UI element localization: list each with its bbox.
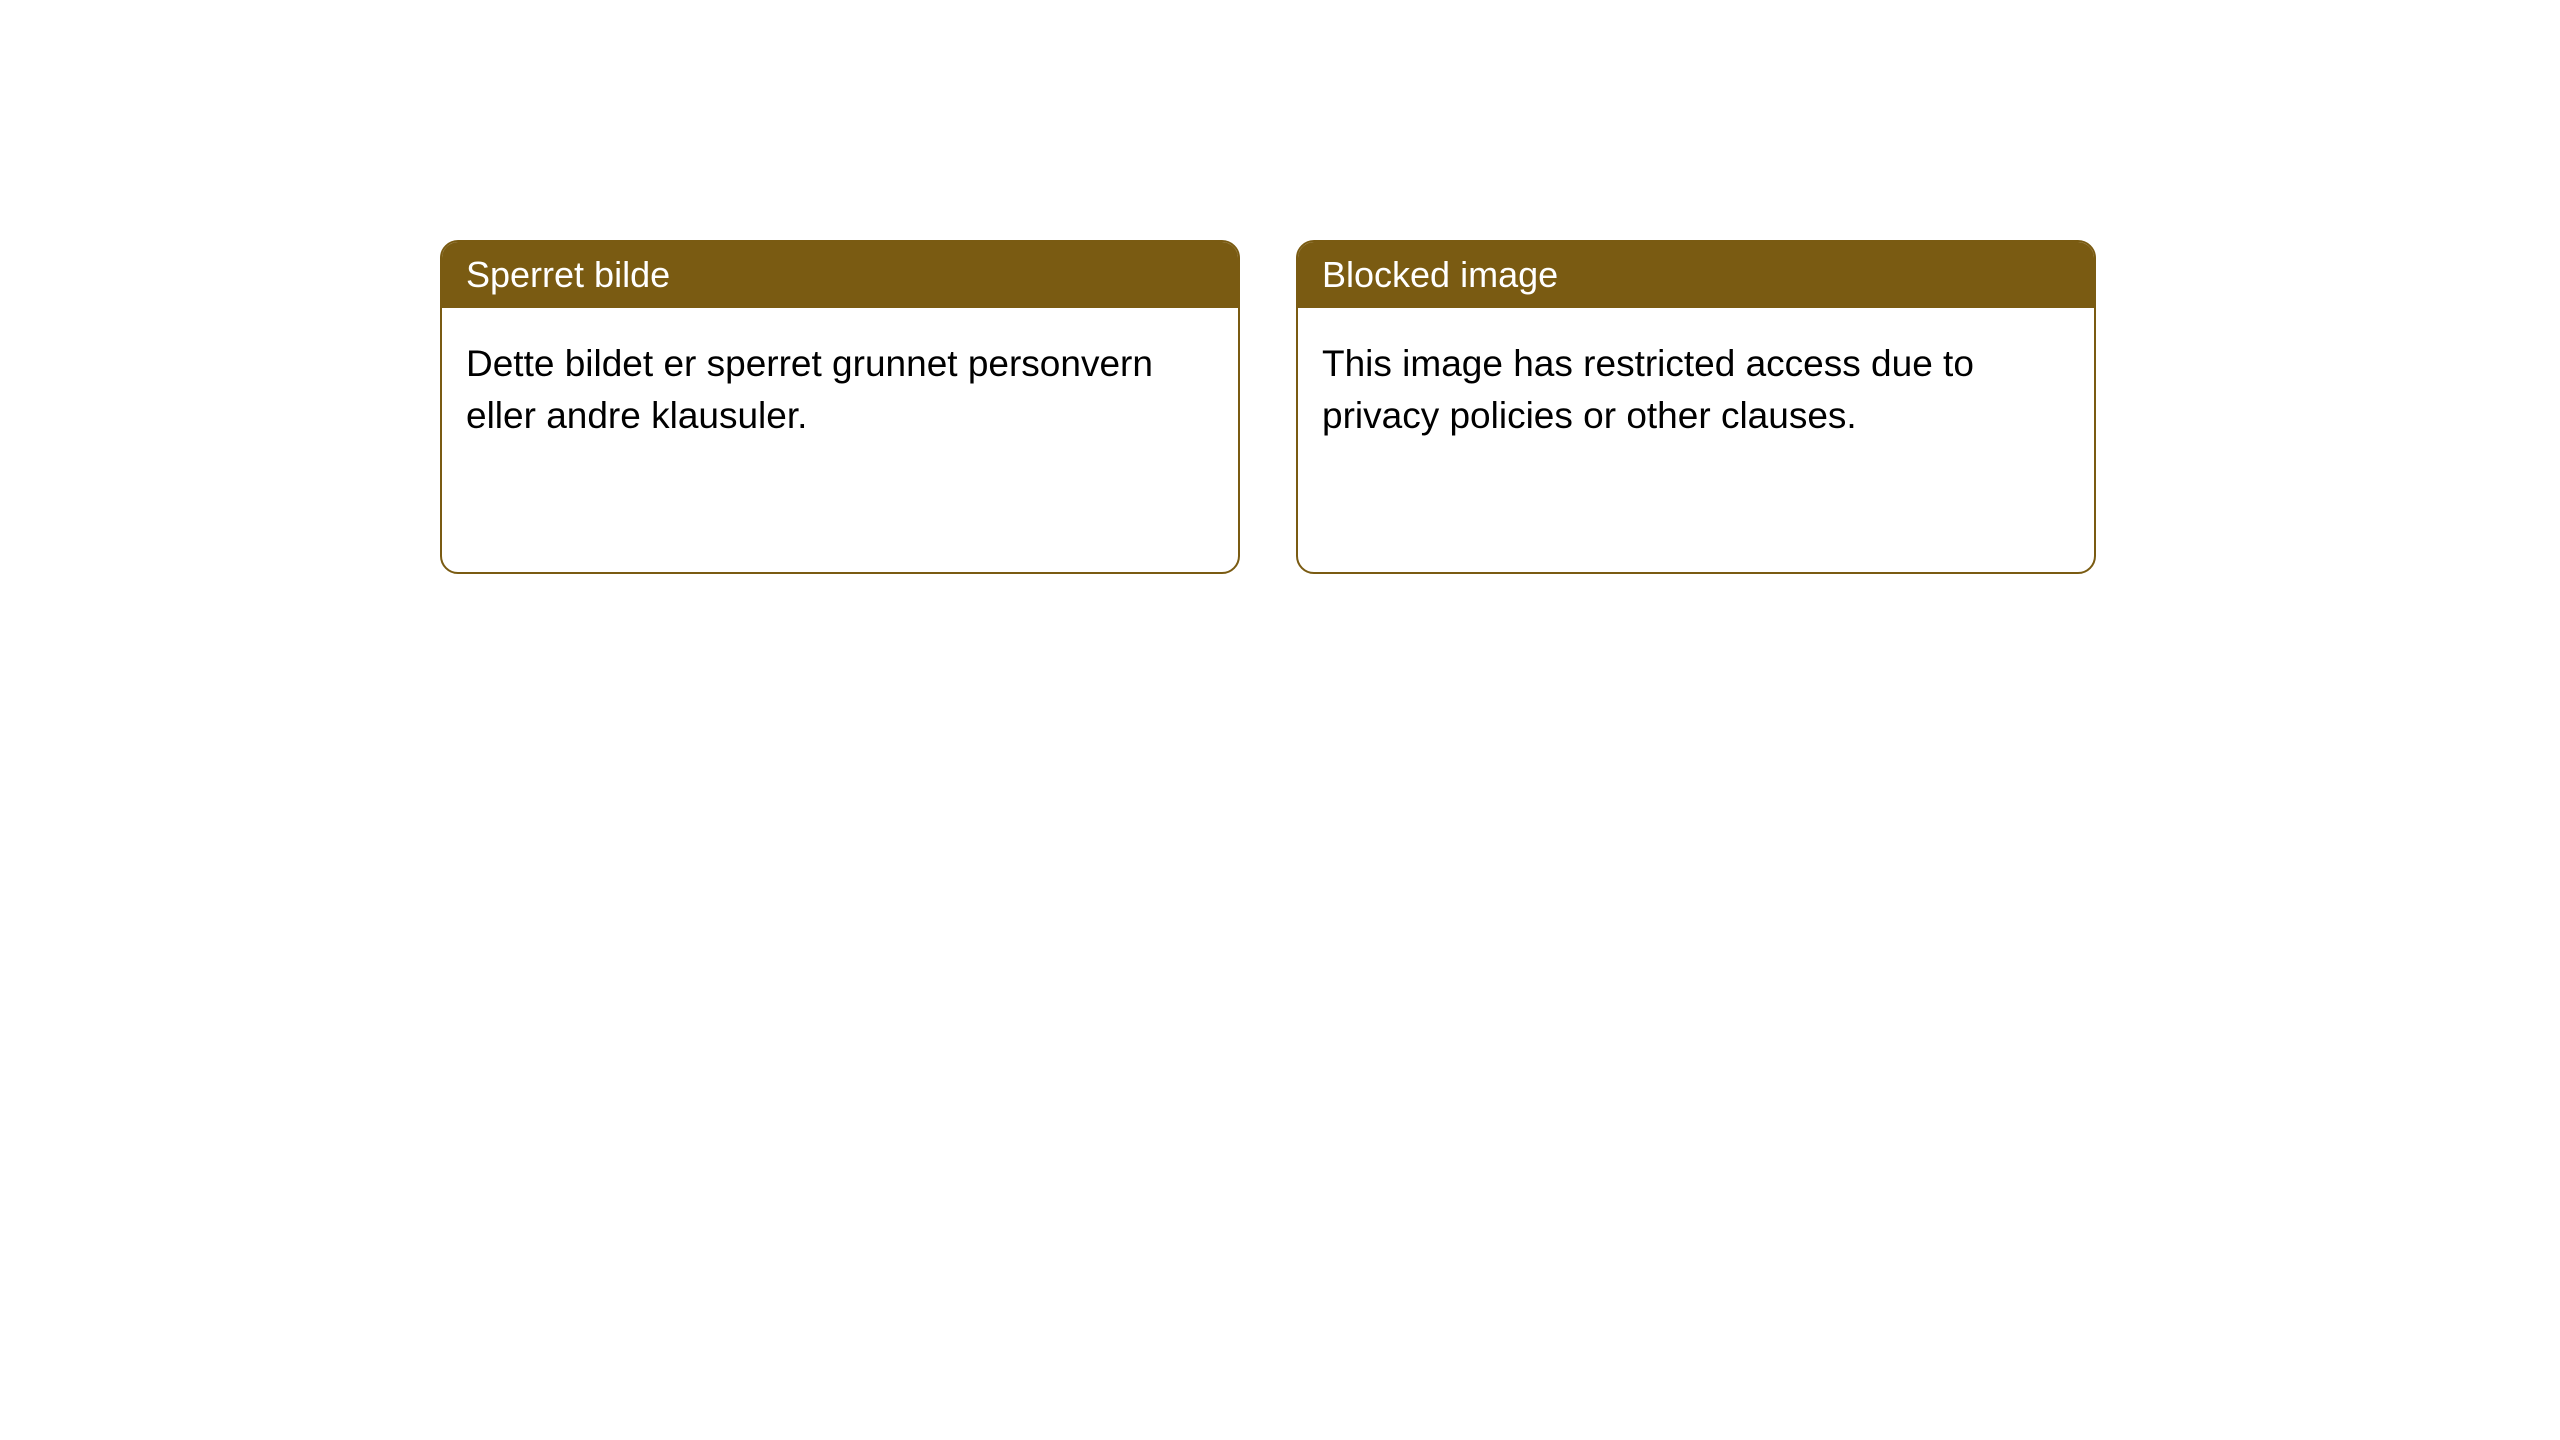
notice-body: Dette bildet er sperret grunnet personve… (442, 308, 1238, 472)
notice-header: Sperret bilde (442, 242, 1238, 308)
notice-text: Dette bildet er sperret grunnet personve… (466, 343, 1153, 436)
notice-title: Sperret bilde (466, 254, 670, 295)
notice-container: Sperret bilde Dette bildet er sperret gr… (440, 240, 2096, 574)
notice-header: Blocked image (1298, 242, 2094, 308)
notice-title: Blocked image (1322, 254, 1558, 295)
notice-body: This image has restricted access due to … (1298, 308, 2094, 472)
notice-text: This image has restricted access due to … (1322, 343, 1974, 436)
notice-box-english: Blocked image This image has restricted … (1296, 240, 2096, 574)
notice-box-norwegian: Sperret bilde Dette bildet er sperret gr… (440, 240, 1240, 574)
